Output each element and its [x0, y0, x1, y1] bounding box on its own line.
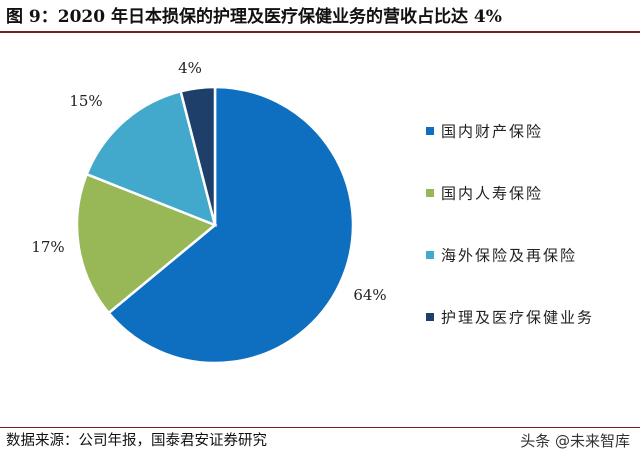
source-rule	[0, 427, 640, 428]
pie-slice-2	[75, 172, 218, 315]
legend-label-3: 海外保险及再保险	[441, 247, 577, 265]
legend-label-4: 护理及医疗保健业务	[441, 309, 594, 327]
legend-swatch-4	[426, 313, 434, 321]
legend-label-2: 国内人寿保险	[441, 185, 543, 203]
source-note: 数据来源：公司年报，国泰君安证券研究	[6, 433, 267, 449]
pie-slice-1	[106, 85, 355, 365]
pie-label-2: 17%	[31, 238, 64, 256]
legend-label-1: 国内财产保险	[441, 123, 543, 141]
legend-swatch-1	[426, 127, 434, 135]
pie-slice-3	[85, 89, 217, 228]
pie-labels: 64% 17% 15% 4%	[31, 59, 386, 304]
pie-slices	[75, 85, 355, 365]
legend-swatch-2	[426, 189, 434, 197]
pie-label-1: 64%	[353, 286, 386, 304]
legend-swatch-3	[426, 251, 434, 259]
watermark: 头条 @未来智库	[520, 432, 630, 450]
pie-label-4: 4%	[178, 59, 202, 77]
pie-slice-4	[179, 85, 217, 226]
title-rule	[0, 31, 640, 33]
figure-title: 图 9：2020 年日本损保的护理及医疗保健业务的营收占比达 4%	[6, 7, 502, 27]
pie-label-3: 15%	[69, 92, 102, 110]
